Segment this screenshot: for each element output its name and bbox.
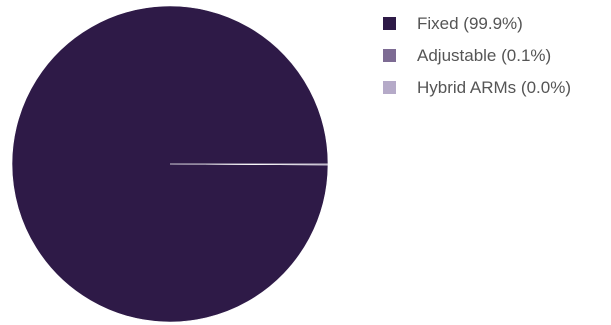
legend-item-hybrid-arms: Hybrid ARMs (0.0%) xyxy=(383,77,571,98)
legend-label-hybrid-arms: Hybrid ARMs (0.0%) xyxy=(417,78,571,97)
pie-chart xyxy=(11,5,329,323)
pie-chart-svg xyxy=(11,5,329,323)
legend-swatch-adjustable xyxy=(383,49,396,62)
chart-legend: Fixed (99.9%) Adjustable (0.1%) Hybrid A… xyxy=(383,13,571,109)
legend-swatch-fixed xyxy=(383,17,396,30)
legend-swatch-hybrid-arms xyxy=(383,81,396,94)
legend-label-adjustable: Adjustable (0.1%) xyxy=(417,46,552,65)
pie-slice-adjustable xyxy=(169,163,329,166)
legend-label-fixed: Fixed (99.9%) xyxy=(417,14,523,33)
legend-item-adjustable: Adjustable (0.1%) xyxy=(383,45,571,66)
legend-item-fixed: Fixed (99.9%) xyxy=(383,13,571,34)
